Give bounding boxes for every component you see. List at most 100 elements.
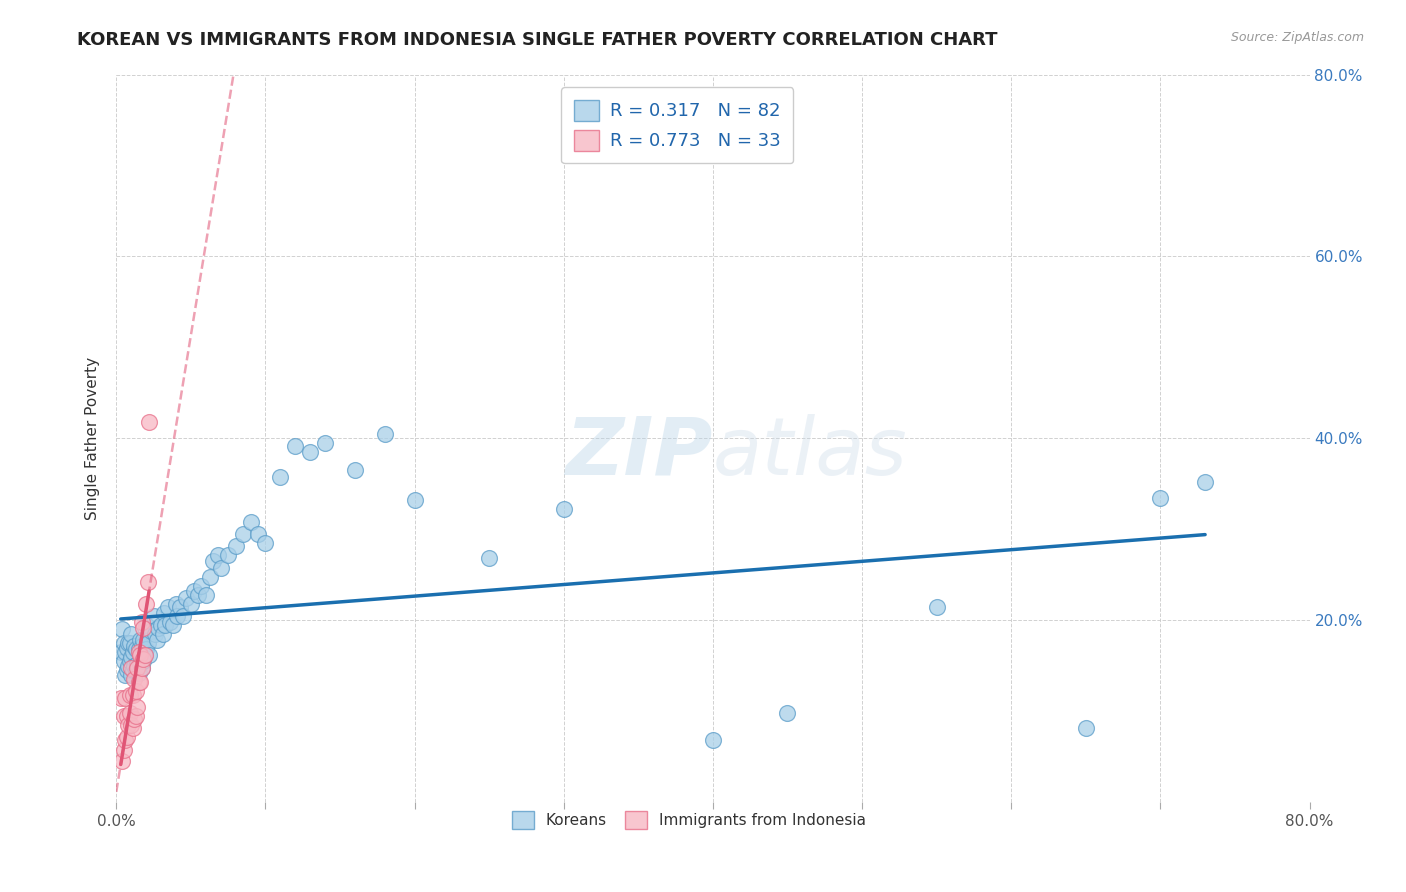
Point xyxy=(176,591,198,605)
Point xyxy=(207,548,229,562)
Point xyxy=(132,621,155,635)
Point xyxy=(112,709,135,723)
Point xyxy=(202,554,225,568)
Point xyxy=(122,639,145,653)
Point xyxy=(122,712,145,726)
Point xyxy=(118,654,141,668)
Point xyxy=(118,636,141,650)
Point xyxy=(343,463,366,477)
Point xyxy=(128,666,150,681)
Point xyxy=(166,608,188,623)
Point xyxy=(217,548,239,562)
Point xyxy=(127,657,149,671)
Point xyxy=(111,755,134,769)
Point xyxy=(128,642,150,657)
Point xyxy=(129,648,152,662)
Point xyxy=(155,618,177,632)
Point xyxy=(132,654,155,668)
Point xyxy=(145,633,167,648)
Point xyxy=(194,588,217,602)
Point xyxy=(478,551,501,566)
Point xyxy=(120,668,142,682)
Point xyxy=(209,560,232,574)
Point xyxy=(114,690,136,705)
Point xyxy=(153,606,176,620)
Point xyxy=(138,415,160,429)
Legend: Koreans, Immigrants from Indonesia: Koreans, Immigrants from Indonesia xyxy=(506,805,872,835)
Point xyxy=(404,493,426,508)
Point xyxy=(232,527,254,541)
Point xyxy=(121,721,143,735)
Point xyxy=(187,588,209,602)
Point xyxy=(131,615,153,629)
Point xyxy=(134,648,156,662)
Point xyxy=(314,436,336,450)
Y-axis label: Single Father Poverty: Single Father Poverty xyxy=(86,357,100,520)
Point xyxy=(162,618,184,632)
Point xyxy=(112,636,135,650)
Point xyxy=(172,608,194,623)
Point xyxy=(114,733,136,747)
Point xyxy=(120,660,142,674)
Point xyxy=(139,624,162,639)
Point xyxy=(165,597,187,611)
Point xyxy=(112,742,135,756)
Point xyxy=(124,709,146,723)
Point xyxy=(111,623,134,637)
Text: atlas: atlas xyxy=(713,414,908,492)
Point xyxy=(115,709,138,723)
Point xyxy=(120,718,142,732)
Point xyxy=(127,660,149,674)
Point xyxy=(1194,475,1216,489)
Point xyxy=(146,621,169,635)
Point xyxy=(121,664,143,678)
Point xyxy=(115,640,138,655)
Point xyxy=(200,569,222,583)
Point xyxy=(225,539,247,553)
Point xyxy=(115,664,138,678)
Point xyxy=(246,527,269,541)
Point xyxy=(150,618,173,632)
Point xyxy=(129,657,152,671)
Point xyxy=(299,445,322,459)
Point xyxy=(269,469,291,483)
Point xyxy=(128,675,150,690)
Point xyxy=(132,651,155,665)
Point xyxy=(124,664,146,678)
Point xyxy=(183,584,205,599)
Point xyxy=(114,668,136,682)
Point xyxy=(117,718,139,732)
Point xyxy=(117,658,139,673)
Point xyxy=(132,633,155,648)
Text: ZIP: ZIP xyxy=(565,414,713,492)
Point xyxy=(129,675,152,690)
Point xyxy=(122,658,145,673)
Point xyxy=(143,627,166,641)
Point xyxy=(128,645,150,659)
Point xyxy=(112,654,135,668)
Point xyxy=(110,690,132,705)
Point xyxy=(121,688,143,702)
Point xyxy=(159,615,181,629)
Point xyxy=(284,439,307,453)
Point xyxy=(118,688,141,702)
Point xyxy=(117,636,139,650)
Point xyxy=(152,627,174,641)
Point xyxy=(124,642,146,657)
Point xyxy=(114,645,136,659)
Point xyxy=(157,599,180,614)
Point xyxy=(131,660,153,674)
Point xyxy=(374,426,396,441)
Text: KOREAN VS IMMIGRANTS FROM INDONESIA SINGLE FATHER POVERTY CORRELATION CHART: KOREAN VS IMMIGRANTS FROM INDONESIA SING… xyxy=(77,31,998,49)
Point xyxy=(110,645,132,659)
Point xyxy=(169,599,191,614)
Point xyxy=(180,597,202,611)
Point xyxy=(118,706,141,720)
Point xyxy=(135,597,157,611)
Point xyxy=(239,515,262,529)
Point xyxy=(190,579,212,593)
Point xyxy=(925,599,948,614)
Point xyxy=(121,645,143,659)
Point xyxy=(120,649,142,664)
Point xyxy=(142,608,165,623)
